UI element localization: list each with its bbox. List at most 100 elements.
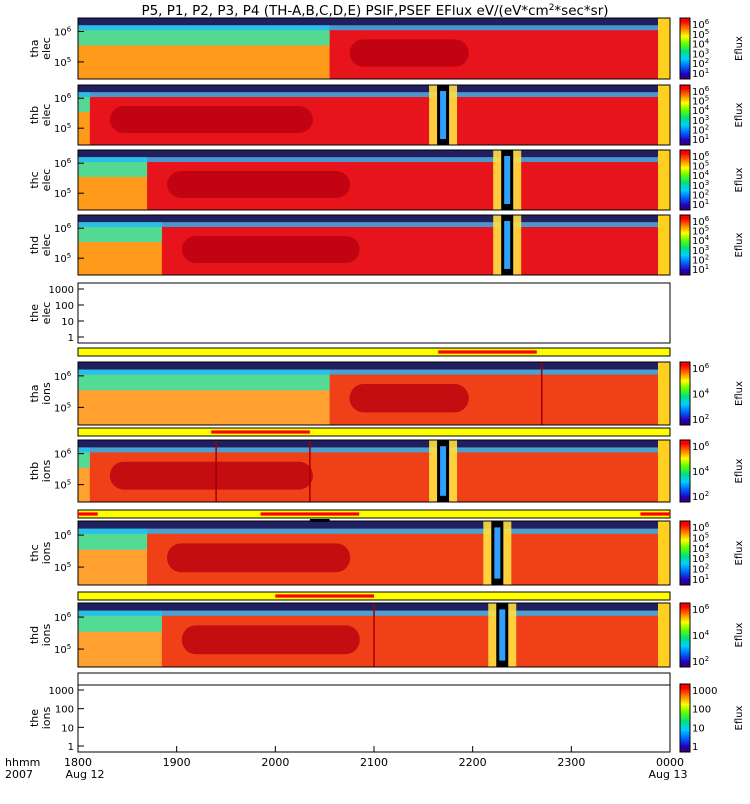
top-strip bbox=[78, 150, 670, 158]
colorbar-label: 104 bbox=[692, 629, 710, 642]
panel-the_elec: 1000 100 10 1 the elec bbox=[28, 282, 671, 344]
x-corner-label-hhmm: hhmm bbox=[5, 756, 40, 769]
probe-label: thc bbox=[28, 544, 41, 561]
colorbar-label: 106 bbox=[692, 215, 710, 228]
mode-bar-bar_after_the_elec bbox=[77, 347, 671, 357]
pre-boundary-region bbox=[78, 85, 90, 145]
right-edge bbox=[658, 521, 670, 585]
colorbar-label: 102 bbox=[692, 490, 709, 503]
y-tick-label: 1 bbox=[68, 333, 74, 344]
colorbar-label: 105 bbox=[692, 531, 709, 544]
mode-span-black bbox=[309, 519, 330, 522]
y-tick-label: 105 bbox=[54, 401, 71, 414]
y-tick-label: 106 bbox=[54, 92, 72, 105]
top-strip bbox=[78, 18, 670, 26]
x-start-date: Aug 12 bbox=[66, 768, 105, 781]
panel-frame bbox=[77, 602, 671, 668]
x-corner-label-year: 2007 bbox=[5, 768, 33, 781]
colorbar-title: Eflux bbox=[734, 232, 745, 257]
panel-frame bbox=[77, 149, 671, 211]
top-strip bbox=[78, 85, 670, 93]
colorbar-label: 106 bbox=[692, 18, 710, 31]
gap-fill bbox=[440, 446, 447, 496]
colorbar-title: Eflux bbox=[734, 622, 745, 647]
colorbar-label: 100 bbox=[692, 705, 711, 716]
y-tick-label: 105 bbox=[54, 561, 71, 574]
colorbar bbox=[679, 214, 691, 276]
top-strip-2 bbox=[78, 528, 670, 534]
chart-title: P5, P1, P2, P3, P4 (TH-A,B,C,D,E) PSIF,P… bbox=[141, 3, 608, 19]
species-label: ions bbox=[40, 541, 53, 564]
pre-boundary-upper bbox=[78, 446, 90, 468]
mode-span-red bbox=[275, 594, 374, 598]
mode-bar bbox=[77, 509, 671, 519]
x-tick-label: 0000 bbox=[656, 756, 684, 769]
top-strip-2 bbox=[78, 222, 670, 227]
mode-bar bbox=[77, 672, 671, 686]
colorbar-label: 10 bbox=[692, 723, 705, 734]
mode-span-red bbox=[260, 512, 360, 516]
probe-label: tha bbox=[28, 39, 41, 57]
colorbar-label: 103 bbox=[692, 552, 709, 565]
colorbar-label: 102 bbox=[692, 253, 709, 266]
gap-fill bbox=[494, 527, 501, 579]
y-tick-label: 106 bbox=[54, 222, 72, 235]
colorbar-label: 104 bbox=[692, 465, 710, 478]
y-tick-label: 106 bbox=[54, 611, 72, 624]
species-label: elec bbox=[40, 302, 53, 325]
gap-fill bbox=[504, 221, 511, 269]
panel-frame bbox=[77, 520, 671, 586]
colorbar-title: Eflux bbox=[734, 167, 745, 192]
species-label: ions bbox=[40, 382, 53, 405]
y-tick-label: 10 bbox=[61, 317, 74, 328]
probe-label: thc bbox=[28, 171, 41, 188]
colorbar-label: 104 bbox=[692, 104, 710, 117]
colorbar-label: 101 bbox=[692, 573, 709, 586]
species-label: elec bbox=[40, 234, 53, 257]
pre-boundary-upper bbox=[78, 91, 90, 112]
x-end-date: Aug 13 bbox=[649, 768, 688, 781]
spectrogram-core bbox=[167, 543, 351, 573]
y-tick-label: 105 bbox=[54, 122, 71, 135]
x-tick-label: 2200 bbox=[459, 756, 487, 769]
colorbar bbox=[679, 602, 691, 668]
colorbar bbox=[679, 683, 691, 753]
colorbar-label: 102 bbox=[692, 123, 709, 136]
probe-label: thb bbox=[28, 462, 41, 480]
mode-bar bbox=[77, 427, 671, 437]
y-tick-label: 1000 bbox=[49, 686, 74, 697]
probe-label: thd bbox=[28, 626, 41, 644]
panel-frame bbox=[77, 17, 671, 80]
panel-frame bbox=[77, 439, 671, 503]
colorbar-label: 105 bbox=[692, 28, 709, 41]
empty-panel bbox=[78, 684, 670, 752]
mode-bars bbox=[77, 347, 671, 686]
y-tick-label: 100 bbox=[55, 705, 74, 716]
colorbar-title: Eflux bbox=[734, 458, 745, 483]
species-label: elec bbox=[40, 104, 53, 127]
top-strip-2 bbox=[78, 447, 670, 453]
species-label: ions bbox=[40, 623, 53, 646]
probe-label: the bbox=[28, 709, 41, 727]
colorbar-label: 101 bbox=[692, 263, 709, 276]
probe-label: the bbox=[28, 304, 41, 322]
colorbar-label: 103 bbox=[692, 47, 709, 60]
colorbar-title: Eflux bbox=[734, 36, 745, 61]
colorbar-label: 102 bbox=[692, 413, 709, 426]
colorbar-label: 102 bbox=[692, 655, 709, 668]
species-label: ions bbox=[40, 459, 53, 482]
colorbar-title: Eflux bbox=[734, 102, 745, 127]
y-tick-label: 100 bbox=[55, 301, 74, 312]
y-tick-label: 1000 bbox=[49, 285, 74, 296]
top-strip bbox=[78, 440, 670, 448]
colorbar-label: 103 bbox=[692, 114, 709, 127]
x-tick-label: 1800 bbox=[64, 756, 92, 769]
top-strip bbox=[78, 521, 670, 529]
probe-label: tha bbox=[28, 384, 41, 402]
colorbar bbox=[679, 520, 691, 586]
